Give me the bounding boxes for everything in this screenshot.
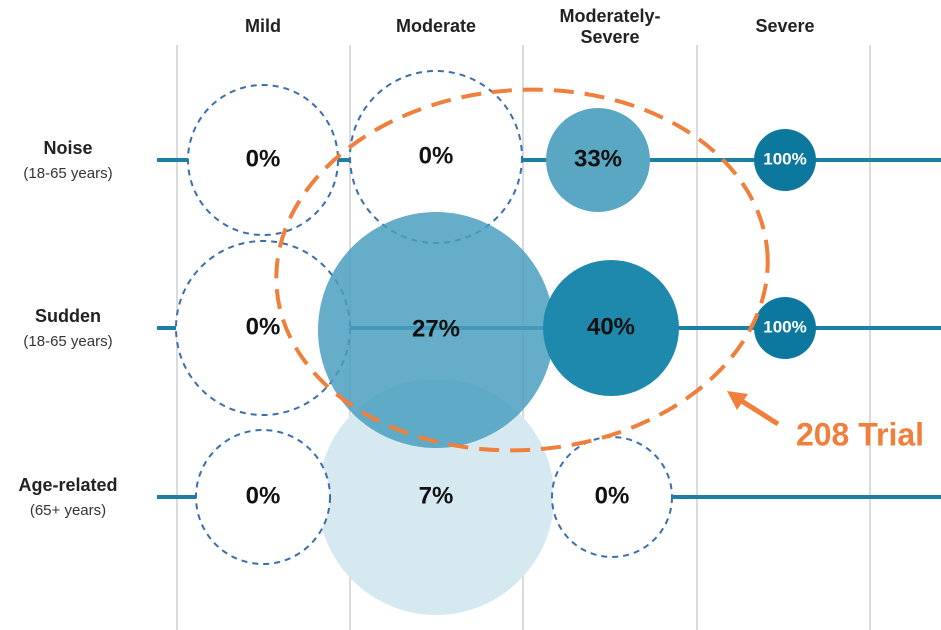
bubble	[551, 436, 673, 558]
row-name: Sudden	[35, 306, 101, 326]
cell-label: 7%	[419, 482, 454, 509]
cell-label: 0%	[419, 142, 454, 169]
cell-label: 100%	[763, 149, 806, 168]
annotation: 208 Trial	[796, 416, 924, 452]
row-name: Age-related	[18, 475, 117, 495]
bubble	[546, 108, 650, 212]
arrow-shaft	[735, 395, 780, 427]
column-header: Moderately-Severe	[559, 6, 660, 47]
cell-label: 40%	[587, 313, 635, 340]
column-header: Moderate	[396, 16, 476, 36]
cell-label: 100%	[763, 317, 806, 336]
bubble	[187, 84, 339, 236]
bubble	[543, 260, 679, 396]
row-name: Noise	[43, 138, 92, 158]
row-sub: (65+ years)	[30, 502, 106, 519]
bubble	[754, 129, 816, 191]
arrow-head	[727, 391, 748, 410]
bubble	[195, 429, 331, 565]
bubbles	[175, 70, 816, 615]
bubble	[318, 212, 554, 448]
cell-label: 33%	[574, 145, 622, 172]
row-sub: (18-65 years)	[23, 333, 112, 350]
bubble	[318, 379, 554, 615]
column-header: Mild	[245, 16, 281, 36]
cell-label: 0%	[595, 482, 630, 509]
cell-label: 0%	[246, 313, 281, 340]
column-header: Severe	[755, 16, 814, 36]
cell-label: 0%	[246, 482, 281, 509]
labels: Mild Moderate Moderately-Severe Severe Noise…	[18, 6, 814, 519]
trial-outline	[274, 87, 770, 453]
cell-label: 0%	[246, 145, 281, 172]
bubble	[754, 297, 816, 359]
cell-label: 27%	[412, 315, 460, 342]
row-sub: (18-65 years)	[23, 165, 112, 182]
